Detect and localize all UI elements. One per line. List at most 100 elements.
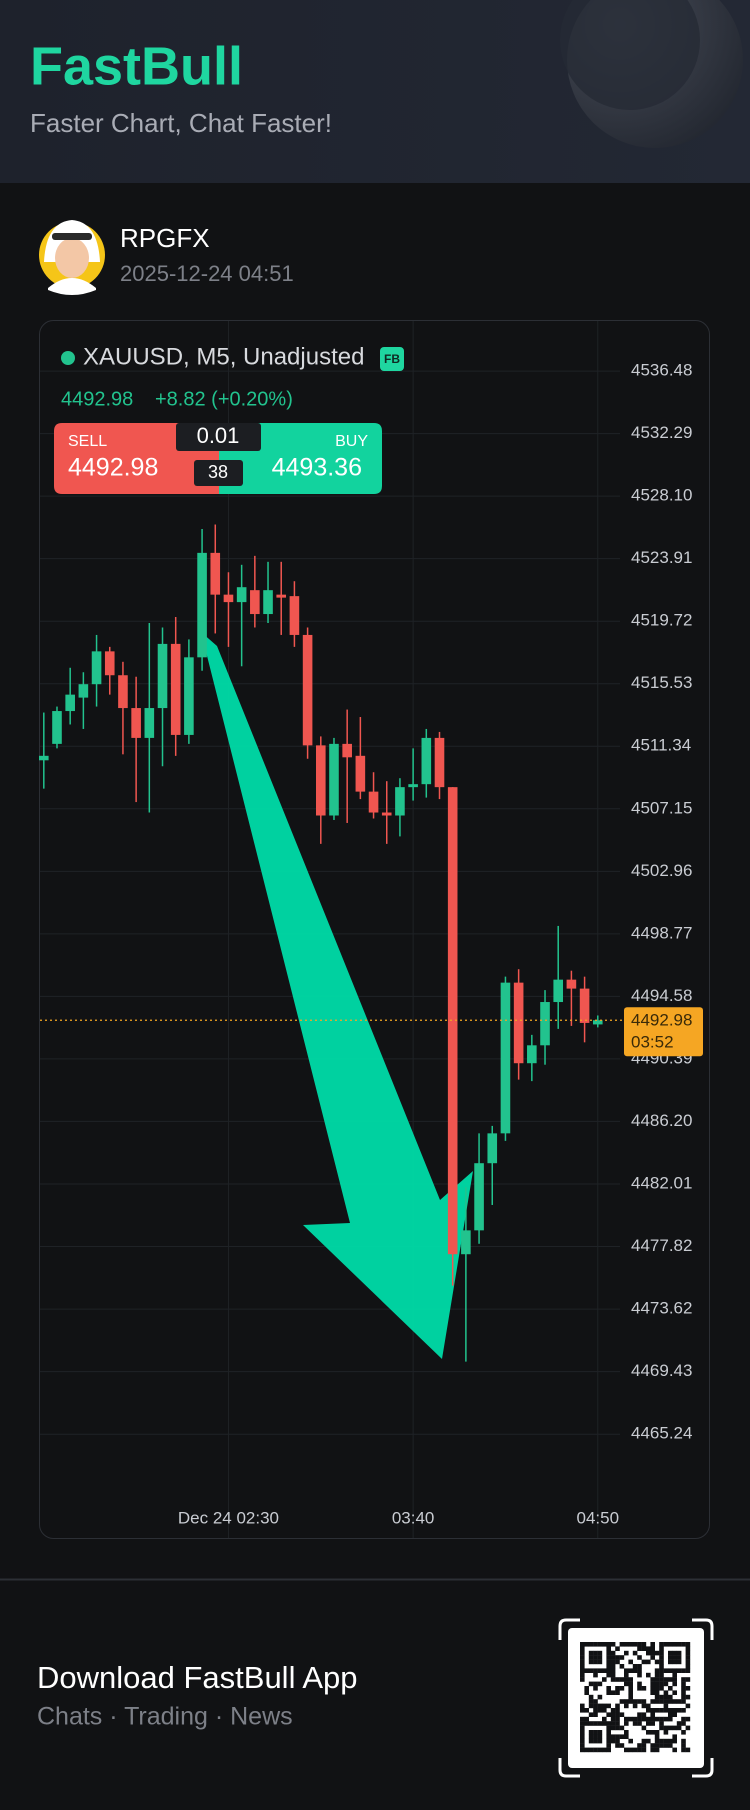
qr-module — [632, 1650, 638, 1656]
qr-module — [650, 1730, 655, 1735]
qr-module — [606, 1686, 611, 1691]
candle-body — [342, 743, 352, 758]
qr-module — [685, 1725, 691, 1731]
candle-body — [78, 684, 89, 698]
y-tick-label: 4494.58 — [631, 986, 692, 1005]
qr-module — [637, 1712, 642, 1717]
candle-body — [52, 711, 62, 744]
qr-module — [580, 1703, 585, 1709]
qr-module — [624, 1747, 629, 1753]
qr-module — [659, 1743, 664, 1748]
candle-body — [276, 594, 287, 598]
y-tick-label: 4536.48 — [631, 361, 692, 380]
qr-module — [615, 1690, 620, 1695]
qr-module — [597, 1734, 603, 1739]
qr-module — [668, 1655, 673, 1660]
qr-module — [588, 1730, 594, 1735]
qr-module — [593, 1672, 598, 1678]
qr-module — [659, 1725, 664, 1731]
qr-module — [676, 1725, 682, 1731]
qr-module — [650, 1655, 655, 1660]
qr-module — [624, 1681, 629, 1687]
qr-module — [632, 1664, 638, 1669]
symbol: XAUUSD, M5, Unadjusted — [83, 343, 364, 370]
qr-module — [672, 1655, 677, 1660]
qr-module — [685, 1664, 691, 1669]
qr-module — [597, 1721, 603, 1726]
candle-body — [461, 1230, 471, 1255]
qr-module — [606, 1703, 611, 1709]
qr-module — [615, 1721, 620, 1726]
y-tick-label: 4469.43 — [631, 1361, 692, 1380]
qr-module — [659, 1664, 664, 1669]
candle-body — [513, 982, 524, 1064]
candle-body — [302, 634, 313, 746]
qr-module — [663, 1699, 669, 1704]
qr-module — [597, 1730, 603, 1735]
qr-module — [580, 1672, 585, 1678]
qr-module — [602, 1747, 607, 1753]
qr-module — [637, 1672, 642, 1678]
qr-module — [580, 1747, 585, 1753]
qr-module — [628, 1677, 633, 1682]
annotation-arrow — [201, 632, 473, 1359]
qr-module — [641, 1743, 647, 1748]
qr-module — [606, 1721, 611, 1726]
candle-body — [289, 596, 300, 635]
qr-module — [628, 1642, 633, 1647]
qr-module — [615, 1738, 620, 1744]
qr-module — [646, 1738, 651, 1744]
qr-module — [588, 1734, 594, 1739]
qr-module — [588, 1668, 594, 1673]
qr-module — [668, 1677, 673, 1682]
qr-module — [641, 1716, 647, 1722]
lot: 0.01 — [197, 423, 240, 448]
qr-module — [668, 1686, 673, 1691]
qr-module — [654, 1659, 660, 1665]
brand-title: FastBull — [30, 36, 243, 96]
qr-module — [681, 1747, 686, 1753]
qr-module — [593, 1703, 598, 1709]
qr-module — [584, 1716, 589, 1722]
qr-module — [588, 1703, 594, 1709]
qr-module — [580, 1646, 585, 1651]
qr-module — [619, 1642, 625, 1647]
qr-module — [654, 1681, 660, 1687]
qr-module — [650, 1747, 655, 1753]
qr-module — [637, 1721, 642, 1726]
qr-module — [641, 1646, 647, 1651]
qr-module — [580, 1730, 585, 1735]
qr-module — [619, 1664, 625, 1669]
qr-module — [676, 1659, 682, 1665]
qr-module — [650, 1686, 655, 1691]
qr-module — [597, 1708, 603, 1713]
qr-module — [668, 1694, 673, 1700]
qr-module — [602, 1716, 607, 1722]
candle-body — [315, 745, 326, 816]
qr-module — [632, 1668, 638, 1673]
qr-module — [597, 1703, 603, 1709]
y-tick-label: 4532.29 — [631, 423, 692, 442]
qr-module — [685, 1642, 691, 1647]
qr-module — [663, 1743, 669, 1748]
qr-module — [597, 1659, 603, 1665]
candle-body — [434, 737, 445, 788]
qr-module — [650, 1699, 655, 1704]
qr-module — [646, 1716, 651, 1722]
y-tick-label: 4486.20 — [631, 1111, 692, 1130]
qr-module — [606, 1712, 611, 1717]
qr-module — [672, 1690, 677, 1695]
qr-module — [606, 1672, 611, 1678]
qr-module — [593, 1738, 598, 1744]
trade-panel[interactable] — [54, 423, 382, 494]
y-tick-label: 4511.34 — [631, 736, 691, 755]
qr-module — [615, 1659, 620, 1665]
qr-module — [606, 1690, 611, 1695]
candle-body — [500, 982, 511, 1134]
qr-module — [646, 1703, 651, 1709]
spread-box — [194, 460, 243, 486]
qr-module — [659, 1646, 664, 1651]
qr-module — [610, 1650, 616, 1656]
qr-module — [624, 1721, 629, 1726]
qr-module — [659, 1677, 664, 1682]
